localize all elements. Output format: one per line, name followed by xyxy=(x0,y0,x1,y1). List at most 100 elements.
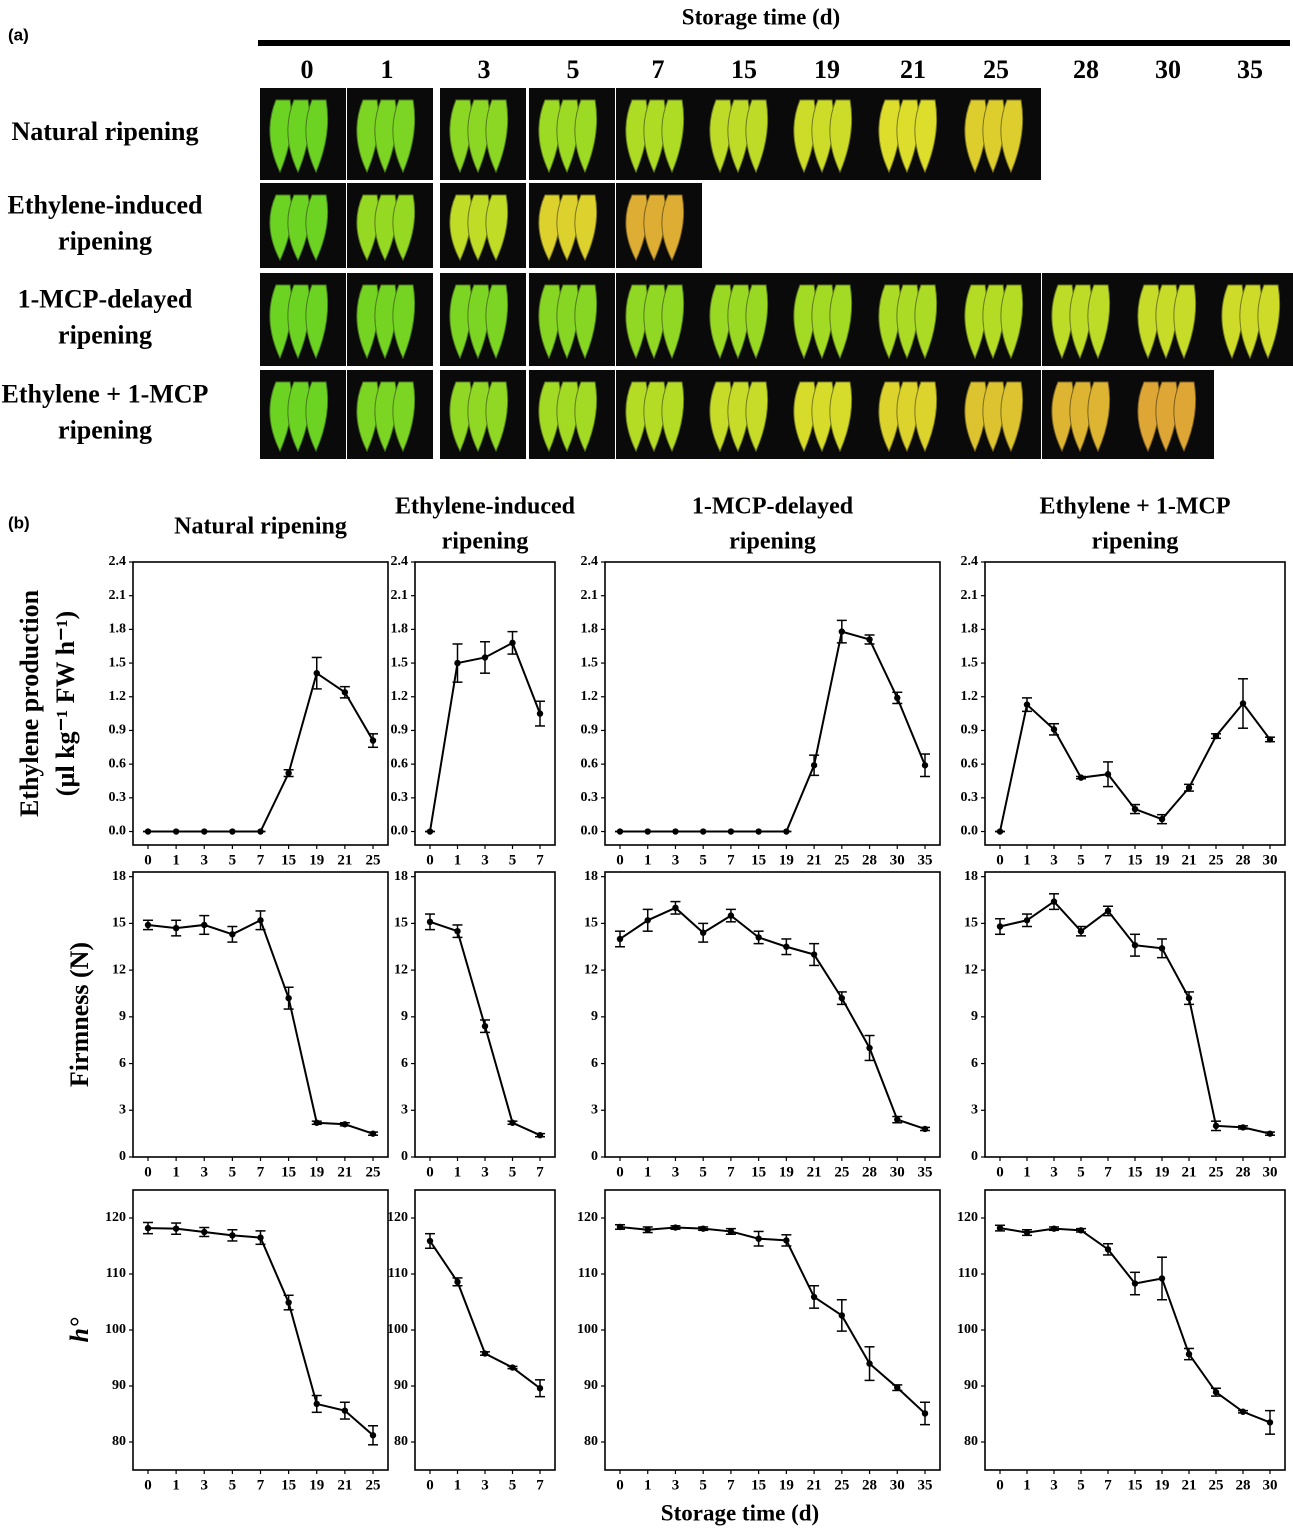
data-point xyxy=(838,628,846,635)
x-tick-label: 1 xyxy=(1023,1164,1031,1180)
x-tick-label: 28 xyxy=(862,1477,877,1493)
day-label: 7 xyxy=(652,55,665,84)
y-axis-label: Firmness (N) xyxy=(65,942,94,1087)
y-tick-label: 6 xyxy=(401,1056,408,1071)
banana-photo xyxy=(616,183,702,268)
x-tick-label: 35 xyxy=(918,852,933,868)
data-point xyxy=(313,1119,320,1126)
banana xyxy=(914,284,938,360)
column-title: Natural ripening xyxy=(174,514,347,540)
data-point xyxy=(172,828,180,835)
x-tick-label: 21 xyxy=(807,1164,822,1180)
banana xyxy=(1000,381,1024,453)
y-tick-label: 120 xyxy=(105,1210,126,1225)
y-tick-label: 0 xyxy=(401,1149,408,1164)
y-tick-label: 18 xyxy=(112,869,126,884)
x-tick-label: 28 xyxy=(1236,852,1251,868)
y-tick-label: 1.2 xyxy=(391,689,409,704)
day-label: 21 xyxy=(900,55,926,84)
data-point xyxy=(536,1385,544,1392)
data-point xyxy=(894,694,901,702)
x-tick-label: 25 xyxy=(834,1477,849,1493)
x-tick-label: 28 xyxy=(1236,1477,1251,1493)
data-point xyxy=(426,828,434,835)
data-point xyxy=(1185,994,1193,1002)
plot-frame xyxy=(604,1189,941,1471)
data-point xyxy=(672,904,679,912)
banana xyxy=(1173,381,1197,453)
x-tick-label: 21 xyxy=(1182,852,1197,868)
data-point xyxy=(229,931,236,938)
y-tick-label: 0.6 xyxy=(109,756,127,771)
data-point xyxy=(921,1125,929,1133)
data-point xyxy=(341,689,349,696)
data-point xyxy=(1077,927,1085,935)
x-tick-label: 30 xyxy=(890,852,905,868)
data-point xyxy=(369,1130,377,1137)
x-tick-label: 0 xyxy=(426,1164,434,1180)
day-label: 28 xyxy=(1073,55,1099,84)
data-point xyxy=(454,1278,461,1286)
x-tick-label: 15 xyxy=(281,1477,296,1493)
banana xyxy=(485,194,509,262)
data-point xyxy=(1050,1225,1058,1232)
x-tick-label: 19 xyxy=(1155,1477,1170,1493)
x-tick-label: 5 xyxy=(509,852,517,868)
data-point xyxy=(144,828,152,835)
x-tick-label: 25 xyxy=(366,852,381,868)
data-point xyxy=(144,1224,152,1232)
data-point xyxy=(810,762,818,769)
banana-photo xyxy=(955,273,1041,366)
y-tick-label: 2.4 xyxy=(581,554,599,569)
x-tick-label: 7 xyxy=(1104,1164,1112,1180)
y-tick-label: 100 xyxy=(387,1322,408,1337)
x-tick-label: 3 xyxy=(201,1477,209,1493)
data-point xyxy=(1212,1388,1220,1396)
day-label: 1 xyxy=(381,55,394,84)
y-tick-label: 90 xyxy=(964,1378,978,1393)
x-tick-label: 15 xyxy=(751,852,766,868)
banana-photo xyxy=(529,370,615,459)
day-label: 15 xyxy=(731,55,757,84)
data-point xyxy=(1239,700,1247,707)
x-tick-label: 0 xyxy=(996,1477,1004,1493)
data-point xyxy=(285,769,292,777)
x-tick-label: 3 xyxy=(481,1477,489,1493)
data-point xyxy=(1104,1246,1112,1253)
x-tick-label: 30 xyxy=(1263,852,1278,868)
y-axis-label: Ethylene production xyxy=(15,589,44,817)
data-line xyxy=(147,918,374,1135)
y-tick-label: 0.9 xyxy=(581,723,599,738)
banana xyxy=(305,284,329,360)
day-label: 0 xyxy=(301,55,314,84)
y-tick-label: 18 xyxy=(394,869,408,884)
x-tick-label: 3 xyxy=(672,1164,680,1180)
y-tick-label: 0.9 xyxy=(391,723,409,738)
data-point xyxy=(1239,1124,1247,1131)
y-tick-label: 110 xyxy=(958,1266,978,1281)
banana-photo xyxy=(347,88,433,180)
y-tick-label: 12 xyxy=(112,962,126,977)
y-axis-label: (µl kg⁻¹ FW h⁻¹) xyxy=(51,611,80,796)
data-point xyxy=(616,935,624,943)
y-tick-label: 2.1 xyxy=(961,588,979,603)
row-label: Ethylene + 1-MCP xyxy=(2,379,209,408)
x-tick-label: 30 xyxy=(1263,1477,1278,1493)
data-point xyxy=(996,1224,1004,1232)
x-tick-label: 5 xyxy=(229,852,237,868)
x-tick-label: 5 xyxy=(1077,1477,1085,1493)
panel-label: (b) xyxy=(8,513,30,532)
row-label: Natural ripening xyxy=(11,117,198,146)
panel-label: (a) xyxy=(8,25,29,44)
data-line xyxy=(619,906,926,1130)
banana-photo xyxy=(440,183,526,268)
data-point xyxy=(783,1237,790,1244)
data-point xyxy=(1185,784,1193,791)
y-tick-label: 2.1 xyxy=(581,588,599,603)
y-tick-label: 9 xyxy=(119,1009,126,1024)
banana-photo xyxy=(529,88,615,180)
banana xyxy=(829,99,853,174)
data-point xyxy=(894,1384,901,1391)
data-point xyxy=(172,924,180,932)
x-tick-label: 21 xyxy=(337,1477,352,1493)
